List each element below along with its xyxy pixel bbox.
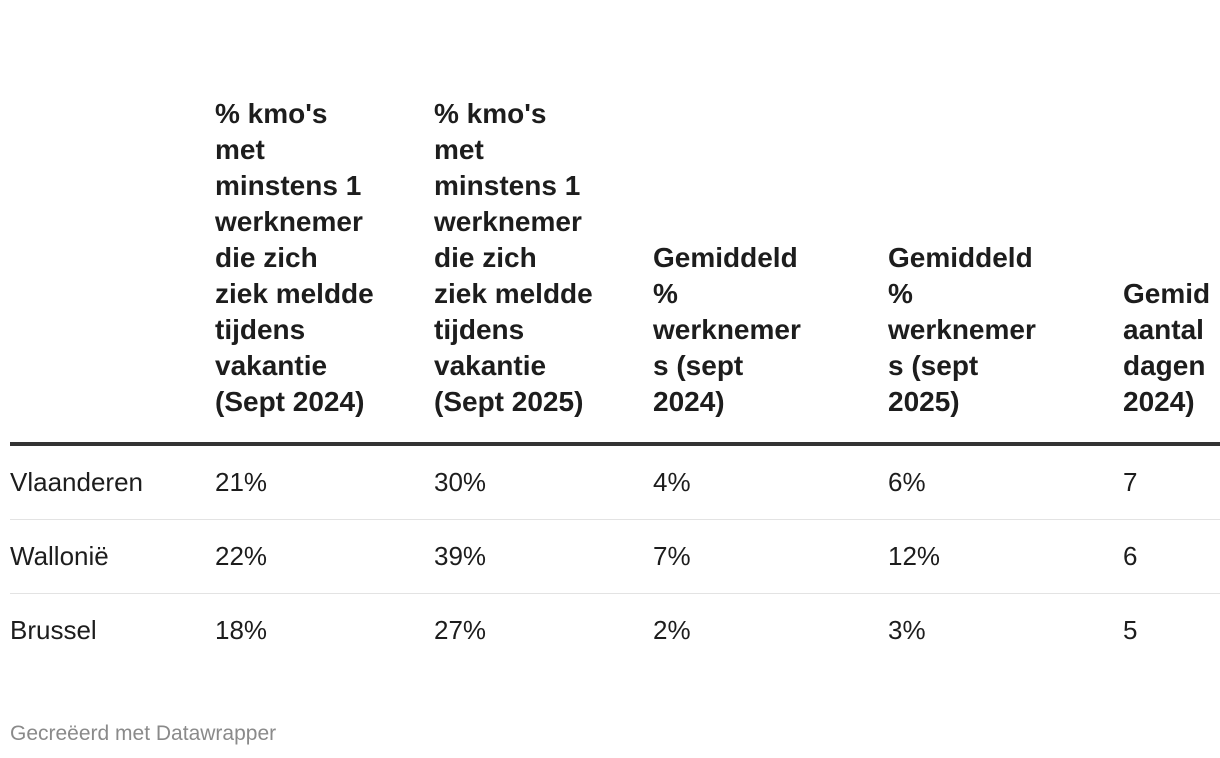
table-cell: 18% — [215, 615, 268, 645]
data-table: % kmo's met minstens 1 werknemer die zic… — [10, 0, 1220, 667]
table-cell: 7 — [1123, 444, 1220, 520]
row-label: Wallonië — [10, 519, 215, 594]
datawrapper-credit[interactable]: Gecreëerd met Datawrapper — [10, 722, 277, 745]
table-cell: 2% — [653, 615, 691, 645]
table-cell: 7% — [653, 519, 888, 594]
table-cell: 6% — [888, 444, 1123, 520]
row-label: Brussel — [10, 615, 97, 645]
table-cell: 30% — [434, 444, 653, 520]
table-cell: 3% — [888, 615, 926, 645]
column-header-kmo-2024: % kmo's met minstens 1 werknemer die zic… — [215, 0, 434, 446]
row-label: Vlaanderen — [10, 444, 215, 520]
table-cell: 21% — [215, 444, 434, 520]
table-cell: 12% — [888, 519, 1123, 594]
column-header-avg-pct-2024: Gemiddeld % werknemers (sept 2024) — [653, 0, 888, 446]
column-header-avg-pct-2025: Gemiddeld % werknemers (sept 2025) — [888, 0, 1123, 446]
table-row: Wallonië 22% 39% 7% 12% 6 — [10, 519, 1220, 594]
table-row: Brussel 18% 27% 2% 3% 5 — [10, 594, 1220, 668]
table-cell: 4% — [653, 444, 888, 520]
data-table-container: % kmo's met minstens 1 werknemer die zic… — [10, 0, 1220, 667]
table-cell: 39% — [434, 519, 653, 594]
table-header-row: % kmo's met minstens 1 werknemer die zic… — [10, 0, 1220, 446]
table-cell: 6 — [1123, 519, 1220, 594]
column-header-avg-days-2024: Gemid aantal dagen 2024) — [1123, 0, 1220, 446]
table-cell: 27% — [434, 615, 487, 645]
table-row: Vlaanderen 21% 30% 4% 6% 7 — [10, 444, 1220, 520]
table-cell: 22% — [215, 519, 434, 594]
table-cell: 5 — [1123, 615, 1138, 645]
column-header-region — [10, 0, 215, 446]
column-header-kmo-2025: % kmo's met minstens 1 werknemer die zic… — [434, 0, 653, 446]
